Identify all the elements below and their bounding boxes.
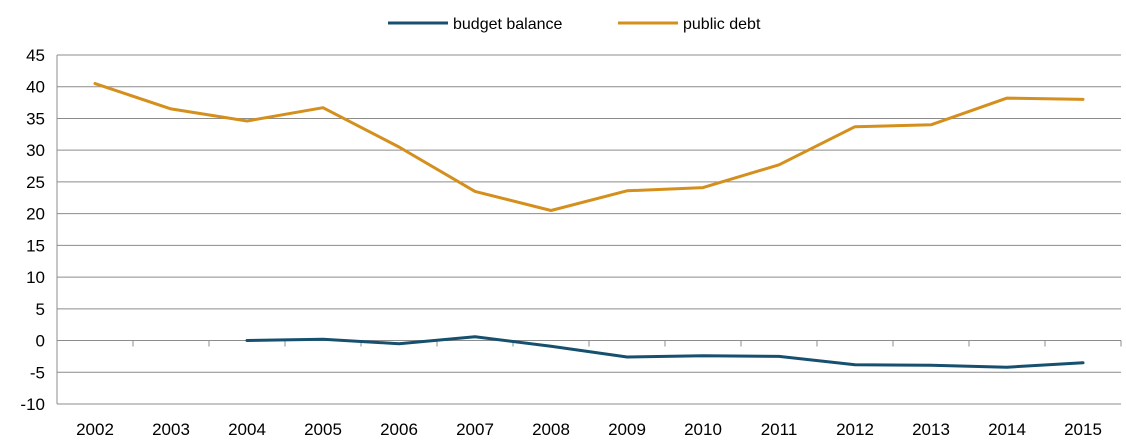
y-tick-label: 35 — [26, 109, 45, 128]
y-tick-label: 30 — [26, 141, 45, 160]
x-tick-label: 2014 — [988, 420, 1026, 439]
y-tick-label: 20 — [26, 205, 45, 224]
y-tick-label: 15 — [26, 236, 45, 255]
x-tick-label: 2012 — [836, 420, 874, 439]
y-tick-label: 0 — [36, 332, 45, 351]
x-tick-label: 2006 — [380, 420, 418, 439]
public-debt-line — [93, 82, 1085, 212]
y-tick-label: -5 — [30, 363, 45, 382]
legend-label: budget balance — [453, 16, 563, 33]
y-tick-label: -10 — [20, 395, 45, 414]
x-tick-label: 2009 — [608, 420, 646, 439]
y-tick-label: 25 — [26, 173, 45, 192]
y-tick-label: 10 — [26, 268, 45, 287]
x-tick-label: 2015 — [1064, 420, 1102, 439]
x-tick-label: 2013 — [912, 420, 950, 439]
x-tick-label: 2004 — [228, 420, 266, 439]
legend: budget balance public debt — [388, 16, 761, 33]
x-tick-label: 2003 — [152, 420, 190, 439]
x-tick-label: 2007 — [456, 420, 494, 439]
legend-label: public debt — [683, 16, 761, 33]
series-lines — [93, 82, 1085, 369]
x-tick-label: 2010 — [684, 420, 722, 439]
x-tick-label: 2008 — [532, 420, 570, 439]
budget-balance-line — [245, 335, 1085, 369]
x-tick-label: 2002 — [76, 420, 114, 439]
y-tick-label: 45 — [26, 46, 45, 65]
y-tick-label: 5 — [36, 300, 45, 319]
x-tick-label: 2005 — [304, 420, 342, 439]
gridlines — [57, 54, 1121, 405]
axes: -10 -5 0 5 10 15 20 25 30 35 40 45 2002 2003 2004 2005 2… — [20, 46, 1122, 439]
x-tick-label: 2011 — [761, 420, 798, 439]
y-tick-label: 40 — [26, 78, 45, 97]
